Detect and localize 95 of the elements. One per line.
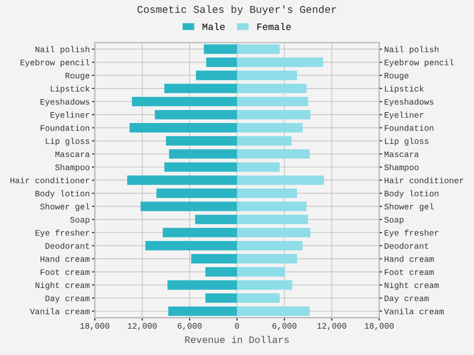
x-tick-label: 6,000 [178,323,202,330]
y-tick-label: Shampoo [384,164,419,172]
bar [145,240,237,250]
bar [195,214,237,224]
category-label: Eye fresher [36,230,90,238]
y-tick-label: Foundation [384,124,434,131]
bar [237,136,292,146]
x-tick-label: 12,000 [128,323,157,330]
bar [237,280,292,290]
bar [206,58,237,67]
category-label: Vanila cream [30,308,90,314]
category-label: Foundation [40,124,90,131]
category-label: Rouge [66,72,90,80]
bar [237,110,310,120]
y-tick-label: Eyebrow pencil [384,59,454,67]
category-label: Lip gloss [46,138,90,146]
bar [237,306,310,316]
bar [162,228,237,238]
x-tick-label: 0 [235,323,239,329]
y-tick-label: Hand cream [384,256,434,262]
category-label: Mascara [55,151,90,158]
bar [237,188,298,198]
y-tick-label: Eyeshadows [384,98,434,106]
bar [140,202,237,212]
bar [237,123,303,132]
category-label: Shampoo [55,164,90,172]
category-label: Eyeliner [50,112,90,120]
bar [164,84,237,94]
y-tick-label: Day cream [384,296,429,303]
bar [237,228,310,238]
category-label: Nail polish [36,46,90,54]
y-tick-label: Night cream [384,282,439,290]
y-tick-label: Mascara [384,151,419,158]
bar [237,58,324,67]
y-tick-label: Eye fresher [384,230,438,238]
x-tick-label: 18,000 [80,323,110,330]
bar [196,70,237,80]
bar [205,293,237,303]
bar [237,267,286,277]
bar [168,306,237,316]
chart-title: Cosmetic Sales by Buyer's Gender [138,5,336,16]
bar [127,175,237,185]
bar [237,162,280,172]
bar [237,44,280,54]
bar [205,267,237,277]
bar [237,254,298,264]
legend-label: Male [202,22,225,30]
bar [154,110,237,120]
x-tick-label: 12,000 [317,323,346,330]
y-tick-label: Lip gloss [385,138,428,146]
category-label: Eyeshadows [40,98,90,106]
x-tick-label: 18,000 [364,323,394,330]
y-tick-label: Vanila cream [384,308,444,314]
y-tick-label: Shower gel [384,203,434,212]
category-label: Body lotion [36,190,90,198]
bar [237,70,298,80]
category-label: Night cream [36,282,90,290]
x-axis-title: Revenue in Dollars [185,336,289,344]
bar [237,214,308,224]
category-label: Lipstick [50,85,90,94]
category-label: Eyebrow pencil [20,59,90,67]
y-tick-label: Foot cream [384,269,434,275]
y-tick-label: Rouge [384,72,409,80]
bar [130,123,237,132]
category-label: Foot cream [40,269,90,275]
bar [237,84,307,94]
category-label: Day cream [46,296,90,303]
y-tick-label: Body lotion [384,190,438,198]
bar [166,136,237,146]
category-label: Deodorant [46,242,90,249]
bar [204,44,237,54]
bar [156,188,237,198]
category-label: Shower gel [40,203,90,212]
category-label: Hair conditioner [10,177,90,184]
bar [191,254,237,264]
y-tick-label: Lipstick [385,85,424,94]
bar [164,162,237,172]
bar [237,202,307,212]
bar [167,280,237,290]
bar [237,149,310,159]
bar [237,240,303,250]
bar [237,96,308,106]
y-tick-label: Hair conditioner [384,177,464,184]
legend-label: Female [257,22,291,30]
category-label: Soap [70,216,90,224]
bar [237,175,324,185]
bar [169,149,237,159]
bar [132,96,237,106]
y-tick-label: Soap [384,216,404,224]
bar [237,293,280,303]
category-label: Hand cream [40,256,90,262]
y-tick-label: Eyeliner [384,112,424,120]
x-tick-label: 6,000 [272,323,296,330]
y-tick-label: Deodorant [384,242,428,249]
y-tick-label: Nail polish [384,46,438,54]
